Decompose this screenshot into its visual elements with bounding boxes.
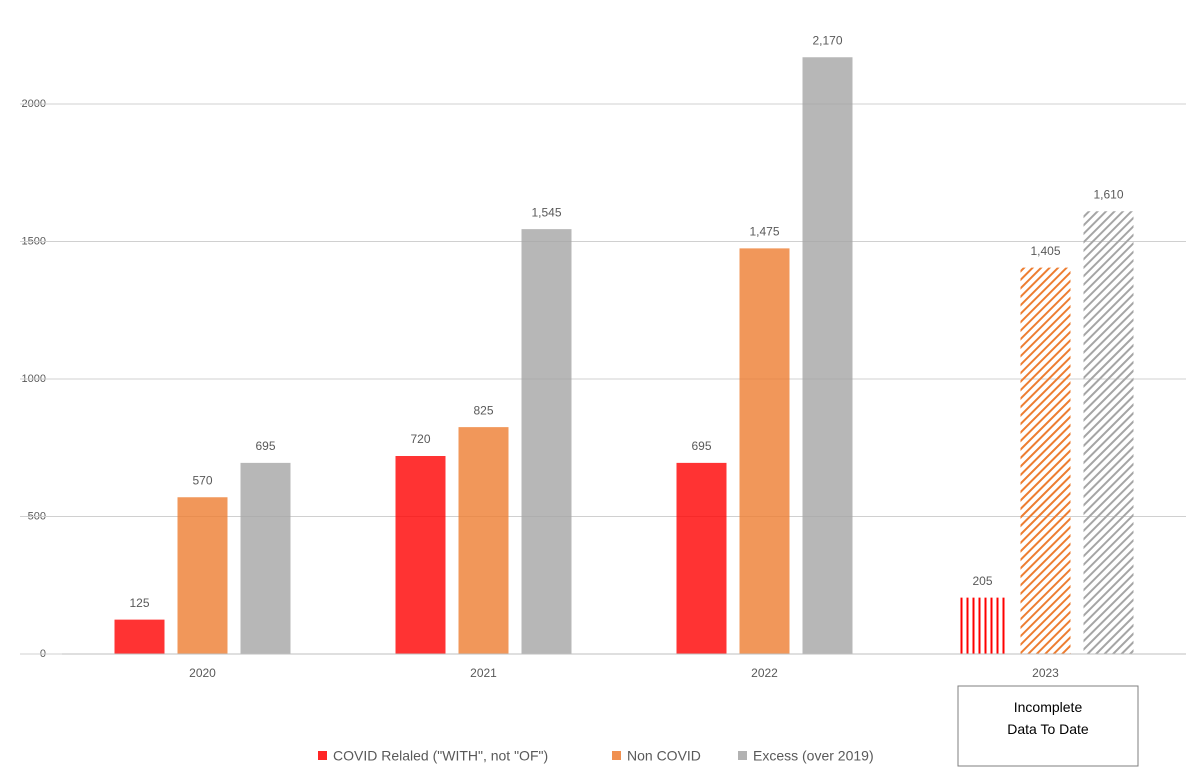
data-label: 570 [192, 473, 212, 487]
annotation: Incomplete Data To Date [1007, 699, 1089, 737]
data-label: 720 [410, 432, 430, 446]
legend-swatch [318, 751, 327, 760]
data-label: 825 [473, 403, 493, 417]
annotation-box [957, 685, 1139, 767]
bar [395, 456, 446, 654]
bar [1020, 267, 1071, 654]
x-tick-label: 2021 [470, 666, 497, 680]
data-label: 205 [972, 574, 992, 588]
bar [802, 57, 853, 654]
legend-text: Non COVID [627, 748, 701, 764]
bar [521, 229, 572, 654]
bar [676, 462, 727, 654]
data-label: 1,475 [749, 225, 779, 239]
legend-text: COVID Relaled ("WITH", not "OF") [333, 748, 548, 764]
x-tick-label: 2023 [1032, 666, 1059, 680]
x-tick-label: 2020 [189, 666, 216, 680]
data-label: 695 [691, 439, 711, 453]
bar [1083, 211, 1134, 654]
legend-swatch [612, 751, 621, 760]
data-label: 1,545 [531, 205, 561, 219]
data-label: 2,170 [812, 33, 842, 47]
bar [739, 248, 790, 654]
data-label: 1,405 [1030, 244, 1060, 258]
bar [458, 427, 509, 654]
x-tick-label: 2022 [751, 666, 778, 680]
data-label: 125 [129, 596, 149, 610]
bar [177, 497, 228, 654]
bar [240, 462, 291, 654]
annotation-wrap: Incomplete Data To Date [1007, 699, 1089, 737]
legend-text: Excess (over 2019) [753, 748, 874, 764]
bar [114, 619, 165, 654]
bar [957, 597, 1008, 654]
data-label: 1,610 [1093, 187, 1123, 201]
legend-swatch [738, 751, 747, 760]
data-label: 695 [255, 439, 275, 453]
